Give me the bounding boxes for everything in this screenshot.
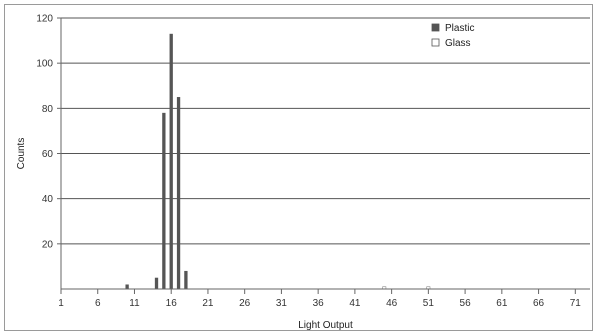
legend: Plastic Glass bbox=[431, 23, 474, 49]
x-tick-label-21: 21 bbox=[202, 298, 214, 309]
bar-plastic-14 bbox=[154, 277, 159, 289]
y-tick-label-100: 100 bbox=[36, 59, 53, 70]
x-tick-label-41: 41 bbox=[349, 298, 361, 309]
y-tick-label-120: 120 bbox=[36, 14, 53, 25]
grid-lines bbox=[61, 17, 590, 245]
x-tick-label-31: 31 bbox=[276, 298, 288, 309]
y-tick-label-60: 60 bbox=[42, 149, 54, 160]
bar-plastic-18 bbox=[184, 270, 188, 289]
bars bbox=[125, 33, 431, 290]
x-tick-label-11: 11 bbox=[129, 298, 140, 309]
y-tick-label-80: 80 bbox=[42, 104, 54, 115]
x-tick-label-46: 46 bbox=[386, 298, 398, 309]
y-tick-label-20: 20 bbox=[42, 239, 54, 250]
y-tick-labels: 20 40 60 80 100 120 bbox=[36, 14, 61, 250]
legend-swatch-plastic bbox=[431, 23, 440, 32]
legend-label-glass: Glass bbox=[445, 38, 471, 49]
x-axis-title: Light Output bbox=[298, 320, 353, 331]
x-tick-label-56: 56 bbox=[460, 298, 472, 309]
x-tick-label-36: 36 bbox=[313, 298, 325, 309]
bar-plastic-16 bbox=[169, 33, 173, 289]
bar-plastic-15 bbox=[162, 112, 166, 289]
legend-label-plastic: Plastic bbox=[445, 23, 474, 34]
legend-swatch-glass bbox=[431, 38, 440, 47]
x-tick-label-71: 71 bbox=[570, 298, 582, 309]
chart-frame bbox=[4, 4, 593, 331]
x-tick-label-66: 66 bbox=[533, 298, 545, 309]
x-tick-label-51: 51 bbox=[423, 298, 435, 309]
y-tick-label-40: 40 bbox=[42, 194, 54, 205]
x-tick-label-16: 16 bbox=[166, 298, 178, 309]
x-tick-label-6: 6 bbox=[95, 298, 101, 309]
y-axis-title: Counts bbox=[16, 138, 27, 170]
x-tick-label-1: 1 bbox=[58, 298, 64, 309]
bar-plastic-10 bbox=[125, 284, 129, 289]
x-tick-labels: 1 6 11 16 21 26 31 36 41 46 51 56 61 66 71 bbox=[58, 289, 581, 309]
x-tick-label-26: 26 bbox=[239, 298, 251, 309]
x-tick-label-61: 61 bbox=[496, 298, 508, 309]
bar-plastic-17 bbox=[176, 97, 181, 290]
